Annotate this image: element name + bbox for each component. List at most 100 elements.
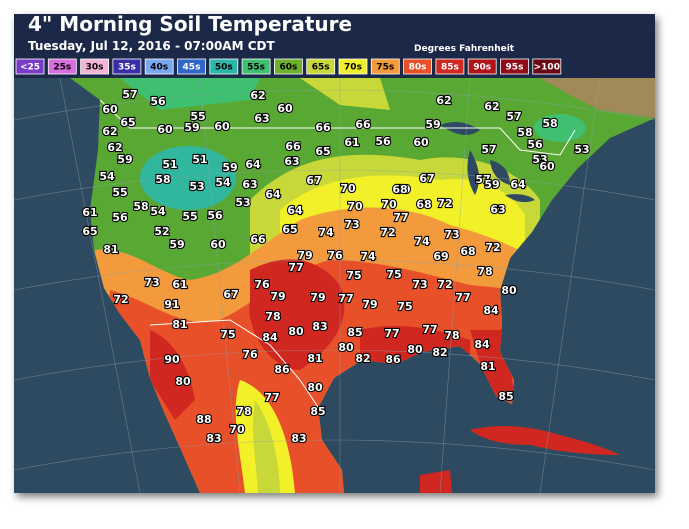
station-temperature: 80 bbox=[307, 381, 323, 394]
station-temperature: 66 bbox=[355, 118, 371, 131]
station-temperature: 72 bbox=[113, 293, 128, 306]
station-temperature: 59 bbox=[222, 161, 237, 174]
station-temperature: 67 bbox=[306, 174, 321, 187]
station-temperature: 77 bbox=[393, 211, 408, 224]
station-temperature: 68 bbox=[460, 245, 475, 258]
title: 4" Morning Soil Temperature bbox=[28, 12, 352, 36]
caribbean-islands bbox=[470, 426, 620, 455]
station-temperature: 57 bbox=[475, 173, 490, 186]
station-temperature: 76 bbox=[327, 249, 343, 262]
station-temperature: 81 bbox=[480, 360, 495, 373]
station-temperature: 78 bbox=[265, 310, 280, 323]
legend-swatch bbox=[338, 58, 368, 75]
station-temperature: 64 bbox=[287, 204, 303, 217]
legend-label: 70s bbox=[344, 63, 362, 73]
station-temperature: 60 bbox=[157, 123, 173, 136]
station-temperature: 60 bbox=[277, 102, 293, 115]
legend-label: 30s bbox=[86, 63, 104, 73]
station-temperature: 75 bbox=[220, 328, 235, 341]
station-temperature: 70 bbox=[347, 200, 363, 213]
station-temperature: 90 bbox=[164, 353, 180, 366]
station-temperature: 64 bbox=[265, 188, 281, 201]
station-temperature: 57 bbox=[481, 143, 496, 156]
station-temperature: 75 bbox=[346, 269, 361, 282]
station-temperature: 83 bbox=[206, 432, 221, 445]
station-temperature: 81 bbox=[103, 243, 118, 256]
station-temperature: 69 bbox=[433, 250, 448, 263]
legend-swatch bbox=[80, 58, 109, 75]
station-temperature: 88 bbox=[196, 413, 211, 426]
legend-swatch bbox=[47, 58, 77, 75]
station-temperature: 60 bbox=[102, 103, 118, 116]
legend-swatch bbox=[241, 58, 271, 75]
station-temperature: 62 bbox=[484, 100, 499, 113]
station-temperature: 91 bbox=[164, 298, 179, 311]
station-temperature: 65 bbox=[282, 223, 297, 236]
station-temperature: 85 bbox=[310, 405, 325, 418]
station-temperature: 56 bbox=[375, 135, 391, 148]
station-temperature: 52 bbox=[154, 225, 169, 238]
station-temperature: 66 bbox=[250, 233, 266, 246]
legend-label: >100 bbox=[534, 63, 560, 73]
station-temperature: 75 bbox=[386, 268, 401, 281]
legend-swatch bbox=[435, 58, 465, 75]
legend-swatch bbox=[403, 58, 433, 75]
station-temperature: 81 bbox=[172, 318, 187, 331]
station-temperature: 84 bbox=[483, 304, 499, 317]
station-temperature: 65 bbox=[82, 225, 97, 238]
station-temperature: 78 bbox=[477, 265, 492, 278]
station-temperature: 51 bbox=[192, 153, 207, 166]
station-temperature: 62 bbox=[107, 141, 122, 154]
station-temperature: 56 bbox=[150, 95, 166, 108]
station-temperature: 60 bbox=[214, 120, 230, 133]
station-temperature: 86 bbox=[274, 363, 290, 376]
station-temperature: 79 bbox=[362, 298, 377, 311]
station-temperature: 72 bbox=[437, 278, 452, 291]
legend-label: 80s bbox=[409, 63, 427, 73]
station-temperature: 54 bbox=[150, 205, 166, 218]
station-temperature: 70 bbox=[340, 182, 356, 195]
station-temperature: 81 bbox=[307, 352, 322, 365]
station-temperature: 55 bbox=[112, 186, 127, 199]
station-temperature: 68 bbox=[416, 198, 431, 211]
station-temperature: 65 bbox=[120, 116, 135, 129]
legend-swatch bbox=[209, 58, 239, 75]
station-temperature: 84 bbox=[474, 338, 490, 351]
station-temperature: 85 bbox=[347, 326, 362, 339]
legend-label: 65s bbox=[312, 63, 330, 73]
station-temperature: 59 bbox=[117, 153, 132, 166]
station-temperature: 77 bbox=[422, 323, 437, 336]
station-temperature: 60 bbox=[210, 238, 226, 251]
legend-label: 60s bbox=[279, 63, 297, 73]
station-temperature: 63 bbox=[254, 112, 269, 125]
station-temperature: 61 bbox=[172, 278, 187, 291]
map-area bbox=[14, 14, 655, 493]
station-temperature: 67 bbox=[223, 288, 238, 301]
legend-swatch bbox=[467, 58, 497, 75]
units: Degrees Fahrenheit bbox=[414, 44, 515, 54]
station-temperature: 53 bbox=[532, 153, 547, 166]
legend-swatch bbox=[273, 58, 303, 75]
station-temperature: 56 bbox=[112, 211, 128, 224]
legend-label: 25s bbox=[53, 63, 71, 73]
station-temperature: 60 bbox=[413, 136, 429, 149]
station-temperature: 58 bbox=[517, 126, 532, 139]
station-temperature: 53 bbox=[189, 180, 204, 193]
legend-swatch bbox=[532, 58, 562, 75]
station-temperature: 72 bbox=[437, 197, 452, 210]
station-temperature: 80 bbox=[338, 341, 354, 354]
legend-label: 85s bbox=[441, 63, 459, 73]
legend-swatch bbox=[306, 58, 336, 75]
station-temperature: 73 bbox=[444, 228, 459, 241]
station-temperature: 72 bbox=[380, 226, 395, 239]
station-temperature: 51 bbox=[162, 158, 177, 171]
station-temperature: 83 bbox=[312, 320, 327, 333]
station-temperature: 86 bbox=[385, 353, 401, 366]
station-temperature: 80 bbox=[175, 375, 191, 388]
station-temperature: 62 bbox=[436, 94, 451, 107]
station-temperature: 53 bbox=[574, 143, 589, 156]
yucatan bbox=[420, 470, 452, 493]
station-temperature: 59 bbox=[484, 178, 499, 191]
